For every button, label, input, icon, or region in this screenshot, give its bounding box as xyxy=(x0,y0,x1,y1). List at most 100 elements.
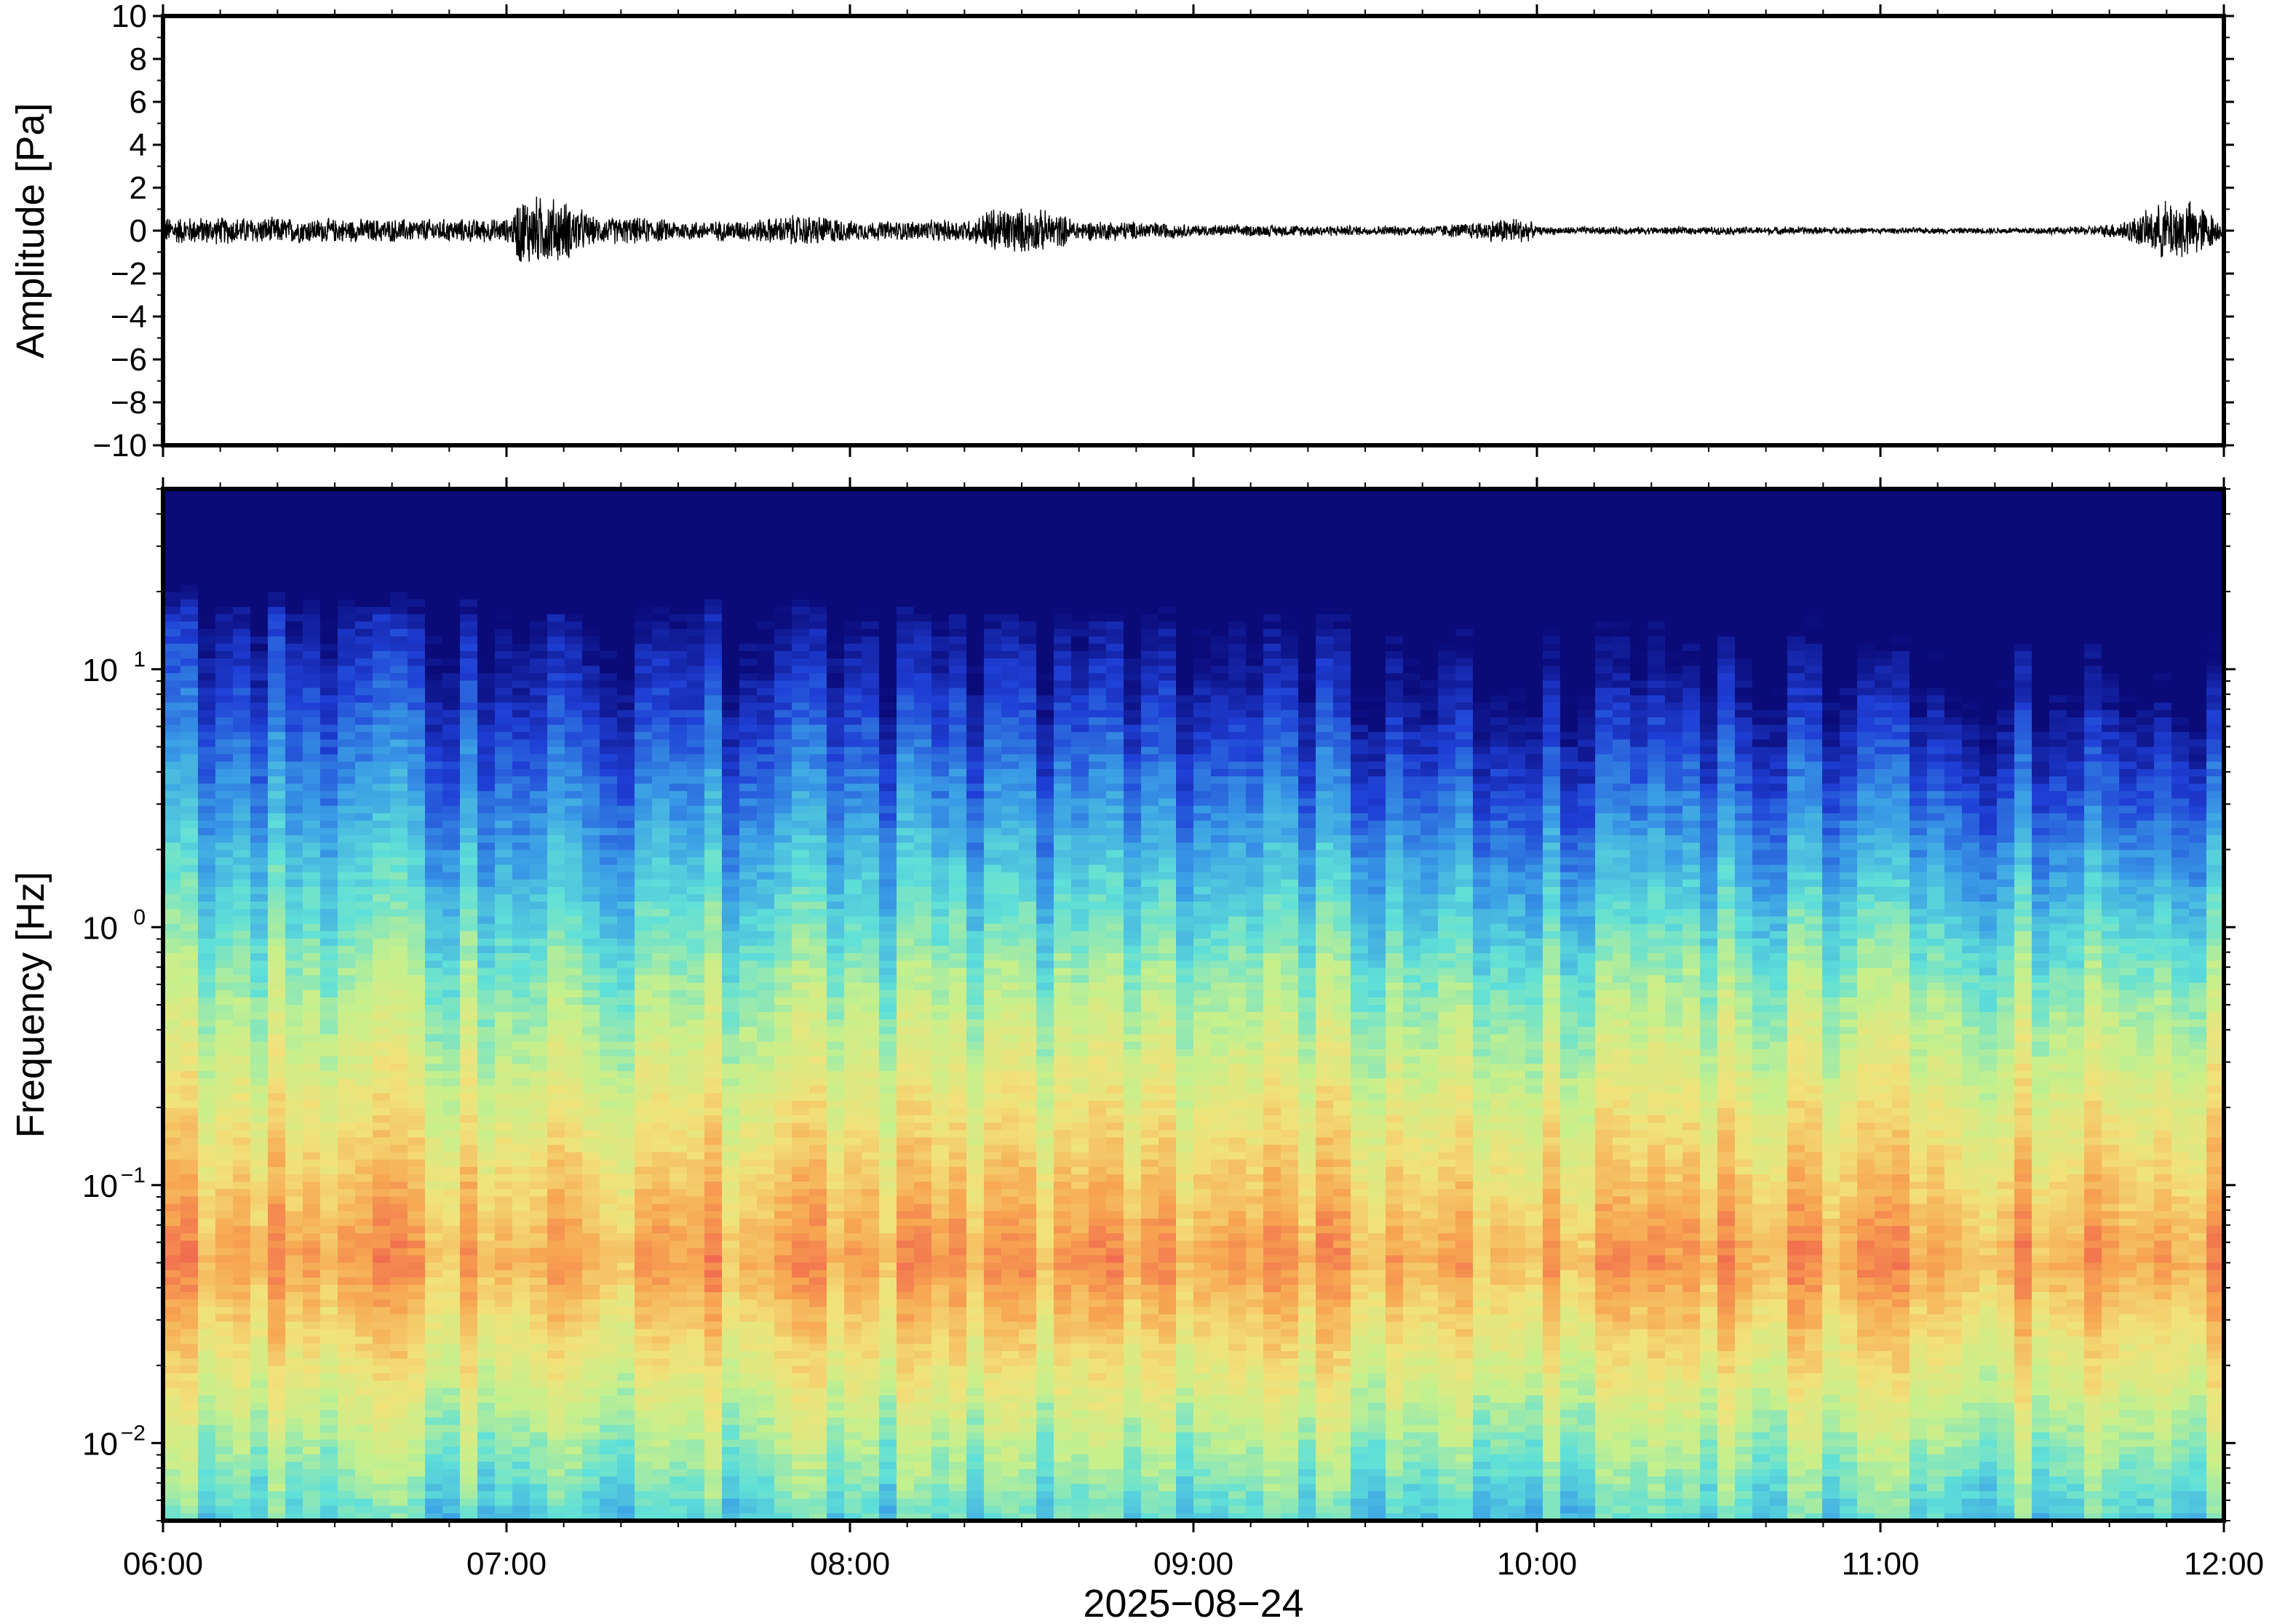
spectrogram-cell xyxy=(704,1123,723,1131)
spectrogram-cell xyxy=(355,879,373,888)
spectrogram-cell xyxy=(338,1446,356,1455)
spectrogram-cell xyxy=(722,938,740,947)
spectrogram-cell xyxy=(338,1373,356,1382)
spectrogram-cell xyxy=(512,1019,531,1028)
spectrogram-cell xyxy=(338,1425,356,1433)
spectrogram-cell xyxy=(722,1388,740,1396)
spectrogram-cell xyxy=(635,1078,653,1087)
spectrogram-cell xyxy=(250,680,269,689)
spectrogram-cell xyxy=(338,916,356,925)
spectrogram-cell xyxy=(285,1425,303,1433)
spectrogram-cell xyxy=(320,1410,338,1418)
spectrogram-cell xyxy=(722,1233,740,1241)
spectrogram-cell xyxy=(530,525,548,534)
spectrogram-cell xyxy=(495,1513,513,1521)
spectrogram-cell xyxy=(425,1071,443,1080)
spectrogram-cell xyxy=(460,835,478,843)
spectrogram-cell xyxy=(163,1255,181,1264)
spectrogram-cell xyxy=(530,813,548,821)
spectrogram-cell xyxy=(565,503,583,512)
spectrogram-cell xyxy=(320,1196,338,1205)
spectrogram-cell xyxy=(757,982,775,991)
spectrogram-cell xyxy=(739,813,758,821)
spectrogram-cell xyxy=(530,1329,548,1337)
spectrogram-cell xyxy=(338,518,356,527)
spectrogram-cell xyxy=(652,1159,670,1168)
spectrogram-cell xyxy=(669,960,688,969)
spectrogram-cell xyxy=(268,489,286,497)
spectrogram-cell xyxy=(198,857,216,866)
spectrogram-cell xyxy=(163,1041,181,1050)
spectrogram-cell xyxy=(215,1425,234,1433)
spectrogram-cell xyxy=(233,584,251,593)
spectrogram-cell xyxy=(390,1034,408,1043)
spectrogram-cell xyxy=(635,857,653,866)
spectrogram-cell xyxy=(268,798,286,807)
spectrogram-cell xyxy=(373,1218,391,1227)
spectrogram-cell xyxy=(268,768,286,777)
spectrogram-cell xyxy=(582,916,600,925)
spectrogram-cell xyxy=(163,946,181,954)
spectrogram-cell xyxy=(285,1366,303,1374)
spectrogram-cell xyxy=(268,1395,286,1404)
spectrogram-cell xyxy=(582,1484,600,1492)
spectrogram-cell xyxy=(163,931,181,939)
spectrogram-cell xyxy=(652,518,670,527)
spectrogram-cell xyxy=(617,1366,635,1374)
spectrogram-cell xyxy=(390,968,408,976)
spectrogram-cell xyxy=(233,1012,251,1020)
spectrogram-cell xyxy=(268,990,286,998)
spectrogram-cell xyxy=(757,1100,775,1109)
spectrogram-cell xyxy=(250,1241,269,1249)
spectrogram-cell xyxy=(687,1093,705,1102)
spectrogram-cell xyxy=(757,1012,775,1020)
spectrogram-cell xyxy=(180,1380,199,1389)
spectrogram-cell xyxy=(425,1218,443,1227)
spectrogram-cell xyxy=(303,1498,321,1507)
spectrogram-cell xyxy=(739,1314,758,1323)
spectrogram-cell xyxy=(739,953,758,961)
spectrogram-cell xyxy=(355,496,373,504)
spectrogram-cell xyxy=(408,1410,426,1418)
spectrogram-cell xyxy=(355,629,373,637)
spectrogram-cell xyxy=(425,990,443,998)
spectrogram-cell xyxy=(512,562,531,571)
spectrogram-cell xyxy=(477,1307,496,1315)
spectrogram-cell xyxy=(390,850,408,859)
spectrogram-cell xyxy=(600,607,618,615)
spectrogram-cell xyxy=(250,577,269,586)
spectrogram-cell xyxy=(373,1100,391,1109)
spectrogram-cell xyxy=(373,1380,391,1389)
spectrogram-cell xyxy=(425,960,443,969)
spectrogram-cell xyxy=(582,1159,600,1168)
spectrogram-cell xyxy=(495,562,513,571)
spectrogram-cell xyxy=(373,1056,391,1064)
spectrogram-cell xyxy=(565,813,583,821)
spectrogram-cell xyxy=(687,1019,705,1028)
spectrogram-cell xyxy=(460,518,478,527)
spectrogram-cell xyxy=(233,1041,251,1050)
spectrogram-cell xyxy=(477,776,496,784)
spectrogram-cell xyxy=(338,1048,356,1057)
spectrogram-cell xyxy=(565,857,583,866)
spectrogram-cell xyxy=(530,1086,548,1094)
spectrogram-cell xyxy=(425,1366,443,1374)
spectrogram-cell xyxy=(704,953,723,961)
spectrogram-cell xyxy=(408,798,426,807)
spectrogram-cell xyxy=(268,886,286,895)
spectrogram-cell xyxy=(373,570,391,578)
spectrogram-cell xyxy=(635,997,653,1006)
spectrogram-cell xyxy=(198,820,216,829)
spectrogram-cell xyxy=(163,1174,181,1182)
spectrogram-cell xyxy=(704,864,723,873)
spectrogram-cell xyxy=(460,658,478,666)
spectrogram-cell xyxy=(180,1152,199,1161)
spectrogram-cell xyxy=(582,1027,600,1035)
spectrogram-cell xyxy=(512,570,531,578)
spectrogram-cell xyxy=(617,1027,635,1035)
spectrogram-cell xyxy=(390,1078,408,1087)
spectrogram-cell xyxy=(565,555,583,564)
spectrogram-cell xyxy=(233,1410,251,1418)
spectrogram-cell xyxy=(355,850,373,859)
spectrogram-cell xyxy=(739,791,758,800)
